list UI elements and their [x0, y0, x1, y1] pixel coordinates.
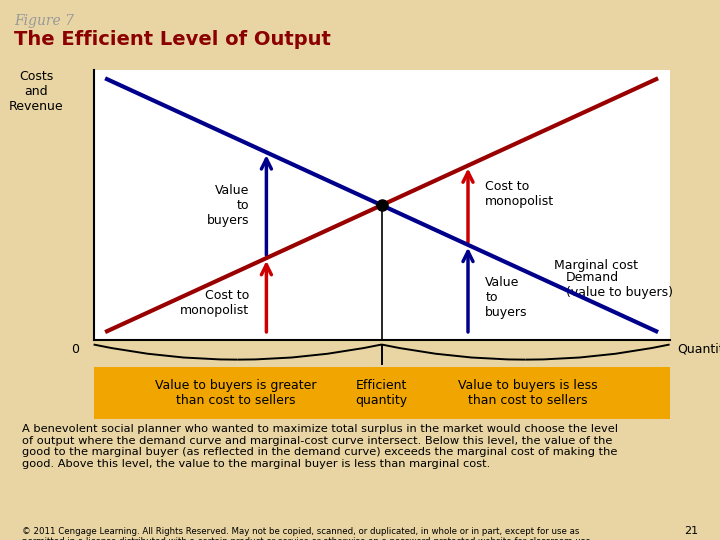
Text: Value to buyers is less
than cost to sellers: Value to buyers is less than cost to sel… — [458, 379, 597, 407]
Text: Demand
(value to buyers): Demand (value to buyers) — [566, 271, 673, 299]
Text: 21: 21 — [684, 526, 698, 537]
Text: Costs
and
Revenue: Costs and Revenue — [9, 70, 63, 113]
Text: Efficient
quantity: Efficient quantity — [356, 379, 408, 407]
Text: Quantity: Quantity — [677, 343, 720, 356]
Text: Value
to
buyers: Value to buyers — [207, 184, 249, 227]
Text: Figure 7: Figure 7 — [14, 14, 74, 28]
Text: 0: 0 — [71, 343, 79, 356]
Text: The Efficient Level of Output: The Efficient Level of Output — [14, 30, 331, 49]
Text: Cost to
monopolist: Cost to monopolist — [180, 289, 249, 317]
Text: Marginal cost: Marginal cost — [554, 259, 639, 272]
Text: Cost to
monopolist: Cost to monopolist — [485, 180, 554, 208]
Text: © 2011 Cengage Learning. All Rights Reserved. May not be copied, scanned, or dup: © 2011 Cengage Learning. All Rights Rese… — [22, 526, 593, 540]
Text: Value
to
buyers: Value to buyers — [485, 276, 528, 319]
Text: Value to buyers is greater
than cost to sellers: Value to buyers is greater than cost to … — [155, 379, 317, 407]
Text: A benevolent social planner who wanted to maximize total surplus in the market w: A benevolent social planner who wanted t… — [22, 424, 618, 469]
